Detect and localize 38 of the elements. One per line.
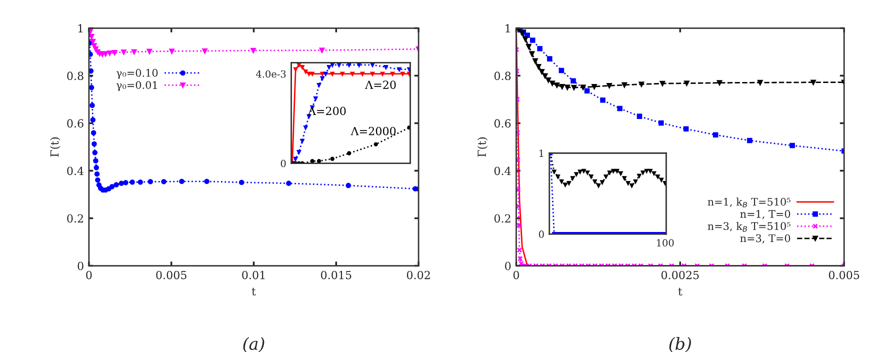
legend-label: n=3, k$_{B}$ T=510⁵ xyxy=(708,222,790,232)
legend-label: n=3, T=0 xyxy=(740,234,790,244)
y-tick-label: 0.8 xyxy=(67,72,84,80)
y-tick-label: 0 xyxy=(78,262,84,270)
y-tick-label: 4.0e-3 xyxy=(256,70,286,78)
x-tick-label: 0.015 xyxy=(320,270,352,280)
x-tick-label: 0 xyxy=(86,270,92,280)
series-label: Λ=2000 xyxy=(350,126,396,136)
x-tick-label: 0.01 xyxy=(242,270,265,280)
y-tick-label: 1 xyxy=(78,24,83,32)
y-tick-label: 0.4 xyxy=(494,166,511,176)
y-tick-label: 1 xyxy=(506,24,510,32)
series-label: Λ=200 xyxy=(308,106,346,116)
x-tick-label: 0.0025 xyxy=(661,270,699,280)
y-axis-title: Γ(t) xyxy=(477,137,488,157)
y-tick-label: 1 xyxy=(540,150,544,157)
x-axis-title: t xyxy=(678,288,682,296)
y-tick-label: 0.2 xyxy=(67,214,83,223)
series-label: Λ=20 xyxy=(364,80,396,89)
y-tick-label: 0.8 xyxy=(494,72,511,80)
y-axis-title: Γ(t) xyxy=(50,137,60,157)
x-tick-label: 0.005 xyxy=(156,270,186,280)
x-tick-label: 0 xyxy=(513,270,520,280)
x-tick-label: 100 xyxy=(657,239,674,246)
legend-label: n=1, k$_{B}$ T=510⁵ xyxy=(708,198,790,208)
legend-label: n=1, T=0 xyxy=(740,210,790,220)
text: (a) xyxy=(243,337,264,352)
text: (b) xyxy=(669,337,691,352)
legend-label: γ₀=0.01 xyxy=(116,81,157,91)
y-tick-label: 0.4 xyxy=(67,166,84,176)
y-tick-label: 0.6 xyxy=(67,119,84,128)
x-axis-title: t xyxy=(252,288,256,296)
x-tick-label: 0.005 xyxy=(828,270,860,280)
y-tick-label: 0.2 xyxy=(494,214,510,223)
x-tick-label: 0.02 xyxy=(406,270,430,280)
y-tick-label: 0.6 xyxy=(494,119,511,128)
y-tick-label: 0 xyxy=(505,262,511,270)
legend-label: γ₀=0.10 xyxy=(116,68,158,79)
